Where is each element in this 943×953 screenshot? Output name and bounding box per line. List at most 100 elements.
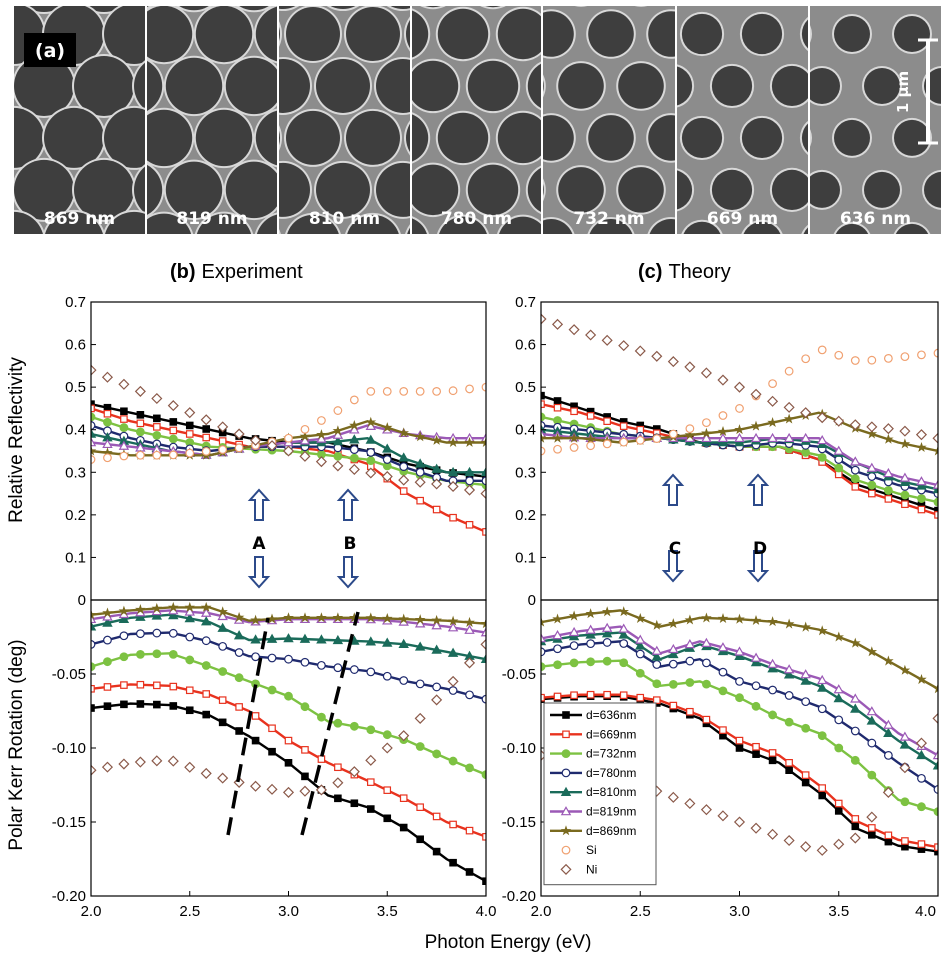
- data-point: [414, 431, 426, 442]
- data-point: [734, 424, 745, 435]
- y-tick-label: -0.15: [52, 814, 86, 831]
- data-point: [464, 624, 475, 634]
- data-point: [332, 612, 344, 623]
- data-point: [120, 407, 128, 416]
- sem-hole: [497, 112, 541, 164]
- data-point: [135, 649, 145, 659]
- plot-b-reflectivity: [90, 301, 487, 601]
- data-point: [169, 426, 178, 435]
- legend-item-label: d=810nm: [586, 785, 636, 799]
- data-point: [586, 690, 595, 699]
- data-point: [849, 637, 861, 648]
- annotations: A B C D: [252, 534, 767, 559]
- sem-hole: [543, 183, 544, 196]
- sem-hole-rim: [862, 0, 902, 2]
- sem-hole: [439, 216, 487, 234]
- data-point: [399, 487, 408, 495]
- data-point: [136, 680, 145, 689]
- data-point: [541, 693, 545, 702]
- data-point: [867, 738, 877, 748]
- data-point: [635, 649, 645, 659]
- sem-hole: [648, 11, 675, 57]
- sem-hole: [255, 6, 277, 62]
- series-line: [91, 407, 486, 534]
- data-point: [915, 429, 928, 441]
- data-point: [552, 432, 563, 443]
- data-point: [365, 416, 377, 427]
- data-point: [569, 658, 579, 668]
- data-point: [833, 415, 845, 427]
- data-point: [481, 476, 486, 486]
- data-point: [416, 835, 424, 844]
- data-point: [701, 637, 712, 647]
- sem-hole: [134, 62, 145, 110]
- sem-image-strip: 869 nm 819 nm 810 nm 780 nm 732 nm 669 nm 636 …: [14, 0, 941, 234]
- data-point: [884, 831, 893, 840]
- sem-hole: [543, 11, 574, 57]
- data-point: [816, 625, 828, 636]
- data-point: [332, 777, 344, 789]
- data-point: [91, 437, 97, 447]
- data-point: [365, 434, 377, 444]
- data-point: [447, 647, 459, 657]
- sem-hole: [864, 171, 900, 208]
- sem-tile-label: 669 nm: [707, 209, 778, 229]
- down-arrow-icon: [746, 550, 770, 583]
- sem-hole-rim: [279, 125, 282, 151]
- panel-c-tag: (c): [638, 261, 662, 283]
- data-point: [136, 700, 145, 708]
- data-point: [135, 611, 146, 621]
- data-point: [185, 430, 194, 438]
- data-point: [202, 425, 211, 433]
- sem-hole: [712, 0, 752, 2]
- data-point: [899, 731, 911, 741]
- data-point: [601, 628, 613, 638]
- data-point: [866, 811, 878, 823]
- data-point: [619, 658, 629, 668]
- arrow-pair: [746, 473, 770, 583]
- data-point: [932, 479, 938, 489]
- data-point: [586, 639, 596, 649]
- sem-hole: [406, 19, 410, 49]
- data-point: [480, 437, 486, 447]
- sem-hole: [892, 0, 932, 2]
- data-point: [569, 641, 579, 651]
- legend-item-label: d=669nm: [586, 727, 636, 741]
- data-point: [283, 612, 294, 623]
- data-point: [668, 429, 678, 439]
- legend-item-label: Ni: [586, 862, 597, 876]
- sem-hole-rim: [420, 6, 446, 10]
- series-d669nm: [91, 680, 486, 841]
- data-point: [801, 778, 810, 787]
- data-point: [381, 742, 393, 754]
- legend-item-label: d=780nm: [586, 766, 636, 780]
- data-point: [801, 723, 811, 733]
- sem-hole: [376, 162, 410, 217]
- series-d669nm: [91, 404, 486, 536]
- data-point: [719, 726, 727, 734]
- data-point: [668, 648, 679, 659]
- data-point: [349, 453, 359, 463]
- data-point: [184, 407, 196, 419]
- data-point: [317, 416, 326, 425]
- series-d669nm: [541, 400, 938, 519]
- data-point: [800, 669, 811, 679]
- data-point: [668, 679, 678, 689]
- data-point: [399, 794, 408, 802]
- data-point: [301, 746, 309, 754]
- data-point: [383, 814, 392, 823]
- down-arrow-icon: [247, 556, 271, 589]
- data-point: [332, 425, 344, 436]
- panel-c-title: (c) Theory: [638, 261, 731, 283]
- data-point: [750, 388, 762, 400]
- data-point: [480, 432, 486, 443]
- data-point: [349, 419, 360, 430]
- data-point: [167, 755, 179, 767]
- y-tick-label: 0.5: [65, 379, 86, 396]
- data-point: [119, 423, 129, 432]
- sem-hole-rim: [650, 0, 694, 4]
- data-point: [700, 804, 712, 816]
- data-point: [750, 614, 762, 625]
- data-point: [816, 844, 828, 856]
- data-point: [883, 433, 894, 444]
